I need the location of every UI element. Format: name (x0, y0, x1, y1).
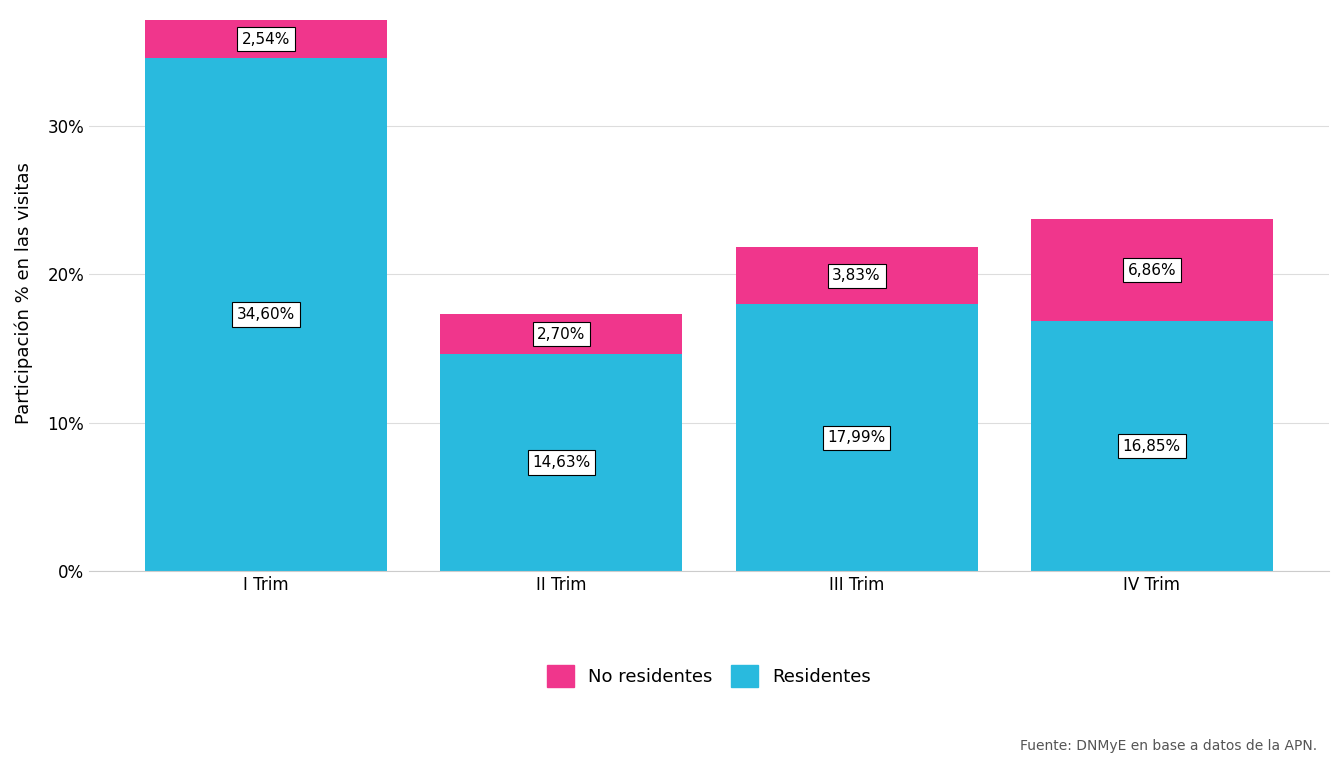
Y-axis label: Participación % en las visitas: Participación % en las visitas (15, 162, 34, 424)
Text: 14,63%: 14,63% (532, 455, 590, 470)
Bar (735, 304, 977, 571)
Text: Fuente: DNMyE en base a datos de la APN.: Fuente: DNMyE en base a datos de la APN. (1020, 739, 1317, 753)
Bar (1031, 321, 1273, 571)
Text: 6,86%: 6,86% (1128, 263, 1176, 278)
Text: 2,70%: 2,70% (538, 326, 586, 342)
Bar (1031, 220, 1273, 321)
Legend: No residentes, Residentes: No residentes, Residentes (540, 658, 879, 694)
Bar (145, 20, 387, 58)
Text: 34,60%: 34,60% (237, 307, 296, 322)
Bar (735, 247, 977, 304)
Bar (441, 314, 683, 354)
Text: 16,85%: 16,85% (1122, 439, 1181, 454)
Text: 3,83%: 3,83% (832, 268, 880, 283)
Bar (441, 354, 683, 571)
Text: 2,54%: 2,54% (242, 31, 290, 47)
Text: 17,99%: 17,99% (828, 430, 886, 445)
Bar (145, 58, 387, 571)
